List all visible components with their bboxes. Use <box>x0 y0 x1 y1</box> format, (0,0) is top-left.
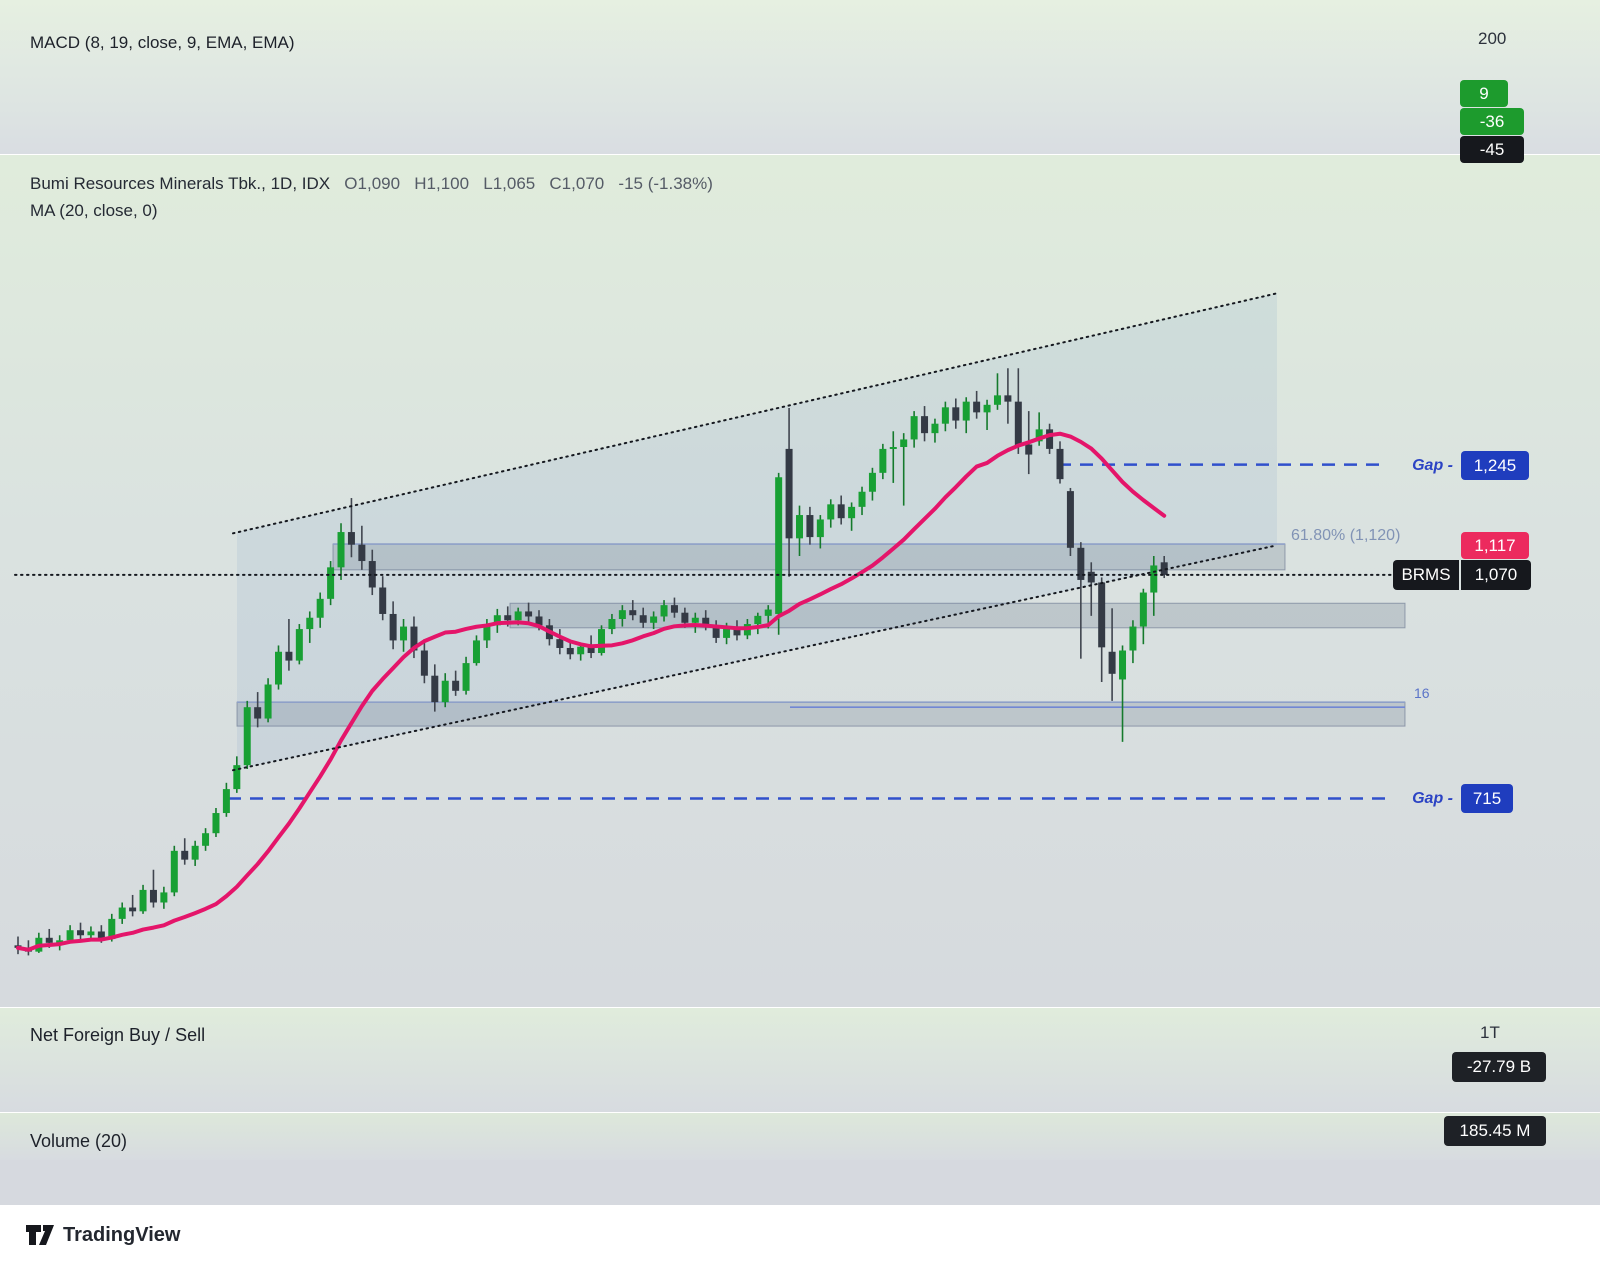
close-value: C1,070 <box>549 174 605 193</box>
volume-badge: 185.45 M <box>1444 1116 1546 1146</box>
gap-lines <box>228 463 1387 800</box>
net-foreign-panel[interactable] <box>0 1008 1600 1112</box>
candles <box>14 368 1168 956</box>
symbol-title[interactable]: Bumi Resources Minerals Tbk., 1D, IDX <box>30 174 331 193</box>
low-value: L1,065 <box>483 174 536 193</box>
open-value: O1,090 <box>344 174 401 193</box>
high-value: H1,100 <box>414 174 470 193</box>
last-price-badge: 1,070 <box>1461 560 1531 590</box>
symbol-badge: BRMS <box>1393 560 1459 590</box>
gap-low-label: Gap - <box>1412 790 1453 807</box>
change-value: -15 (-1.38%) <box>618 174 713 193</box>
macd-signal-badge: -45 <box>1460 136 1524 163</box>
macd-hist-badge: 9 <box>1460 80 1508 107</box>
volume-label[interactable]: Volume (20) <box>30 1131 128 1151</box>
ma-indicator-label[interactable]: MA (20, close, 0) <box>30 201 158 220</box>
net-foreign-label[interactable]: Net Foreign Buy / Sell <box>30 1025 206 1045</box>
volume-panel[interactable] <box>0 1113 1600 1160</box>
net-foreign-axis-value: 1T <box>1480 1023 1500 1042</box>
macd-panel[interactable] <box>0 0 1600 154</box>
tradingview-logo-icon <box>26 1225 54 1245</box>
gap-high-badge: 1,245 <box>1461 451 1529 480</box>
fib-level-label[interactable]: 61.80% (1,120) <box>1291 527 1401 544</box>
gap-low-badge: 715 <box>1461 784 1513 813</box>
macd-line-badge: -36 <box>1460 108 1524 135</box>
macd-axis-value: 200 <box>1478 29 1507 48</box>
fib-price-badge: 1,117 <box>1461 532 1529 559</box>
macd-indicator-label[interactable]: MACD (8, 19, close, 9, EMA, EMA) <box>30 33 295 52</box>
gap-high-label: Gap - <box>1412 457 1453 474</box>
price-panel[interactable] <box>0 155 1600 1007</box>
trend-channel <box>237 293 1277 770</box>
dotted-lines <box>14 292 1393 772</box>
ma-line <box>16 431 1167 952</box>
tradingview-logo-text: TradingView <box>63 1223 181 1246</box>
net-foreign-badge: -27.79 B <box>1452 1052 1546 1082</box>
level-16-label: 16 <box>1414 685 1430 701</box>
tradingview-logo[interactable]: TradingView <box>25 1222 180 1248</box>
time-axis[interactable] <box>0 1160 1600 1205</box>
symbol-header[interactable]: Bumi Resources Minerals Tbk., 1D, IDX O1… <box>30 174 713 194</box>
